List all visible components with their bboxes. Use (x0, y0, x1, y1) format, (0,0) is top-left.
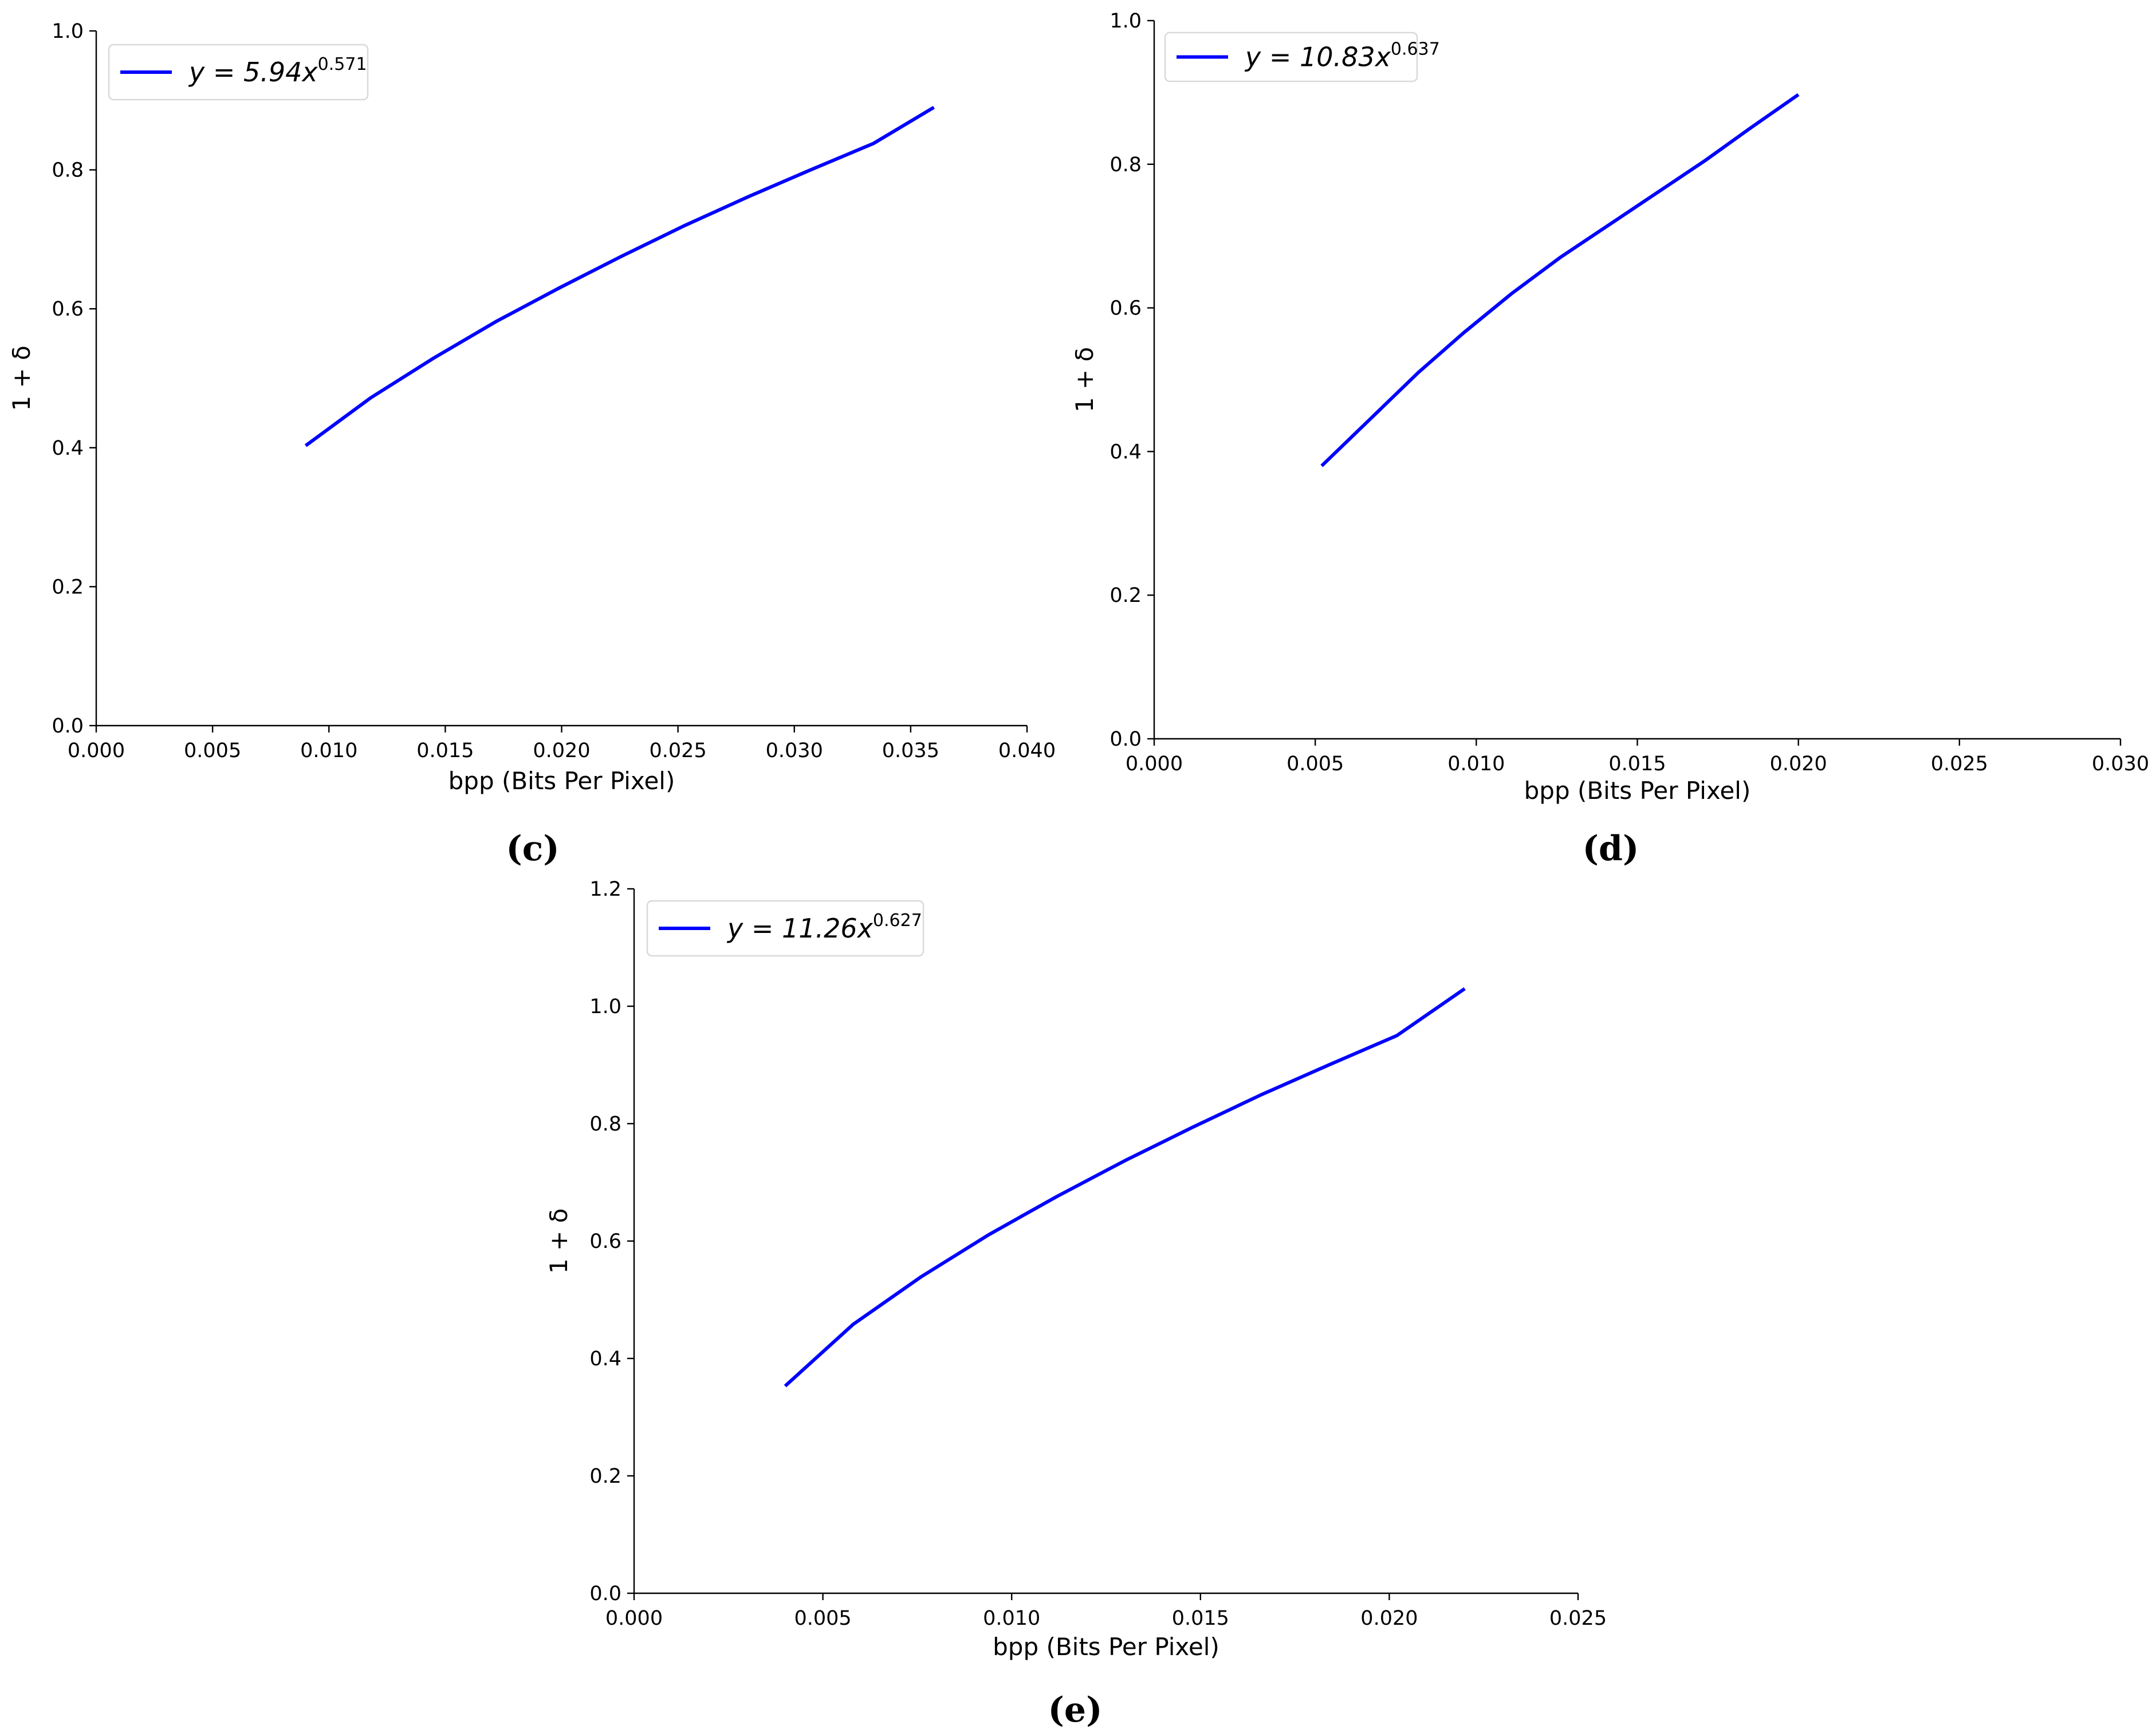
chart-panel-e: 0.000 0.005 0.010 0.015 0.020 0.025 0.0 0.2 0.4 0… (545, 878, 1607, 1730)
x-tick-label: 0.005 (1286, 753, 1344, 775)
y-axis-label: 1 + δ (1071, 347, 1099, 412)
legend: y = 10.83x0.637 (1164, 31, 1440, 82)
x-axis-label: bpp (Bits Per Pixel) (448, 767, 675, 795)
y-tick-label: 0.0 (589, 1582, 621, 1605)
x-tick-label: 0.030 (766, 739, 823, 762)
y-tick-label: 0.0 (1110, 728, 1142, 751)
series-line (304, 105, 935, 447)
x-tick-label: 0.015 (416, 739, 474, 762)
legend-frame (646, 900, 924, 957)
y-tick-label: 1.0 (52, 20, 84, 43)
x-tick-label: 0.010 (983, 1607, 1040, 1630)
x-tick-label: 0.015 (1172, 1607, 1229, 1630)
x-tick-label: 0.025 (1931, 753, 1988, 775)
x-tick-label: 0.025 (1549, 1607, 1607, 1630)
legend: y = 5.94x0.571 (108, 44, 369, 101)
y-tick-label: 1.2 (589, 878, 621, 901)
y-axis-label: 1 + δ (7, 345, 36, 411)
y-tick-label: 0.8 (1110, 153, 1142, 176)
y-tick-label: 0.6 (52, 298, 84, 321)
x-tick-label: 0.010 (300, 739, 357, 762)
y-tick-label: 0.6 (589, 1230, 621, 1253)
chart-panel-d: 0.000 0.005 0.010 0.015 0.020 0.025 0.030 0.0 0.… (1071, 10, 2149, 869)
x-tick-label: 0.010 (1447, 753, 1505, 775)
y-tick-label: 0.6 (1110, 297, 1142, 320)
y-tick-label: 0.2 (1110, 584, 1142, 607)
panel-label: (d) (1583, 829, 1639, 869)
y-axis-label: 1 + δ (545, 1208, 573, 1274)
panel-label: (e) (1048, 1690, 1103, 1730)
x-tick-label: 0.005 (794, 1607, 851, 1630)
y-tick-label: 0.0 (52, 715, 84, 738)
x-tick-label: 0.035 (882, 739, 939, 762)
x-tick-label: 0.000 (68, 739, 125, 762)
x-tick-label: 0.040 (998, 739, 1056, 762)
legend-entry: y = 10.83x0.637 (1244, 40, 1440, 73)
y-tick-label: 0.8 (589, 1113, 621, 1136)
x-tick-label: 0.015 (1608, 753, 1666, 775)
series-line (1320, 93, 1800, 467)
x-axis-label: bpp (Bits Per Pixel) (993, 1633, 1219, 1661)
y-tick-label: 0.8 (52, 159, 84, 182)
x-axis-label: bpp (Bits Per Pixel) (1524, 777, 1751, 805)
x-tick-label: 0.020 (1770, 753, 1827, 775)
x-tick-label: 0.030 (2092, 753, 2149, 775)
legend-frame (108, 44, 369, 101)
x-tick-label: 0.005 (184, 739, 241, 762)
y-tick-label: 0.2 (52, 576, 84, 598)
legend: y = 11.26x0.627 (646, 900, 924, 957)
x-tick-label: 0.000 (605, 1607, 663, 1630)
y-tick-label: 0.2 (589, 1465, 621, 1488)
chart-panel-c: 0.000 0.005 0.010 0.015 0.020 0.025 0.030 0.035… (7, 20, 1056, 869)
x-tick-label: 0.000 (1126, 753, 1183, 775)
y-tick-label: 0.4 (1110, 440, 1142, 463)
panel-label: (c) (506, 829, 559, 869)
y-tick-label: 0.4 (52, 437, 84, 460)
legend-entry: y = 5.94x0.571 (188, 54, 367, 88)
x-tick-label: 0.020 (1360, 1607, 1418, 1630)
x-tick-label: 0.025 (650, 739, 707, 762)
y-tick-label: 1.0 (1110, 10, 1142, 33)
series-line (784, 987, 1466, 1388)
y-tick-label: 1.0 (589, 995, 621, 1018)
y-tick-label: 0.4 (589, 1348, 621, 1370)
x-tick-label: 0.020 (533, 739, 590, 762)
legend-frame (1164, 31, 1418, 82)
legend-entry: y = 11.26x0.627 (726, 911, 922, 944)
